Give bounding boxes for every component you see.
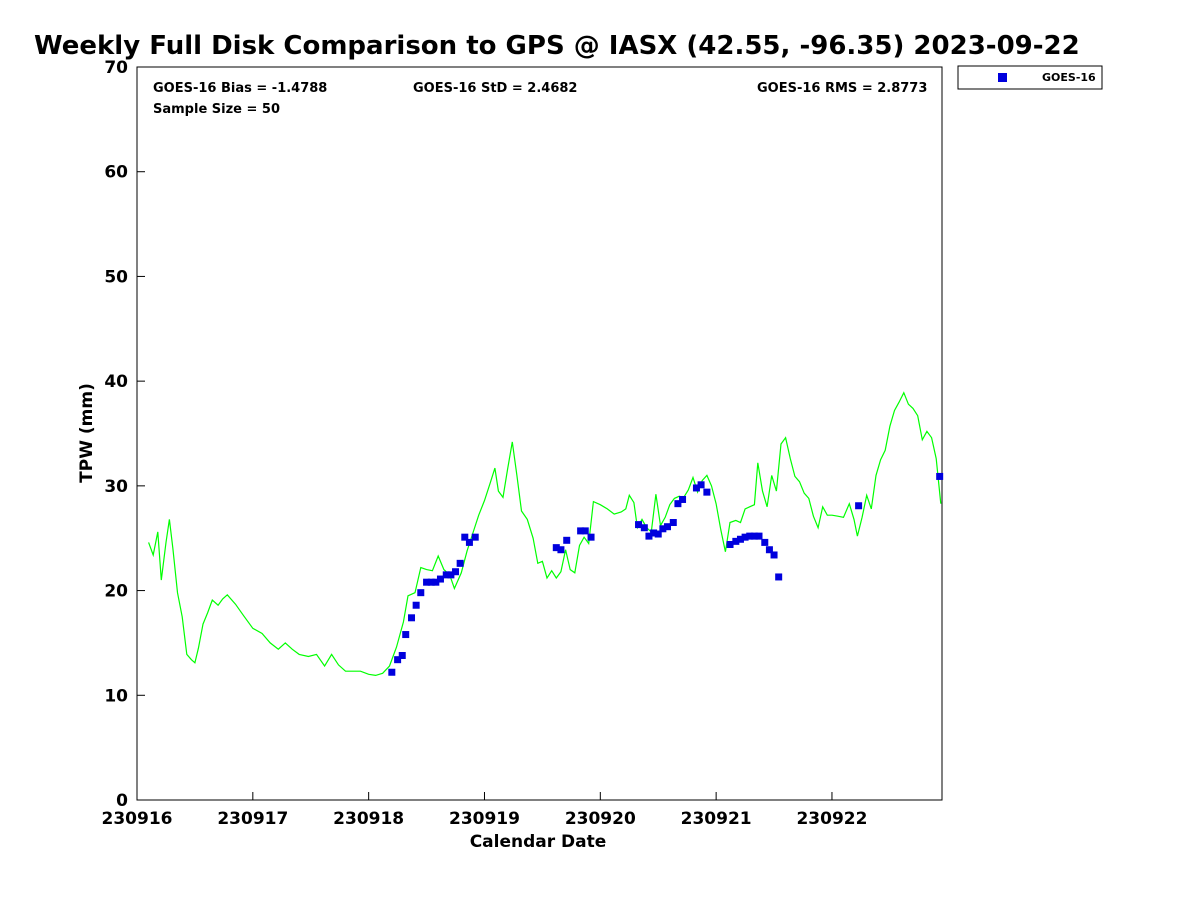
goes16-point — [412, 601, 420, 609]
goes16-point — [635, 521, 643, 529]
chart-title: Weekly Full Disk Comparison to GPS @ IAS… — [34, 31, 1080, 61]
goes16-point — [741, 533, 749, 541]
x-axis-label: Calendar Date — [470, 832, 607, 852]
goes16-point — [442, 571, 450, 579]
goes16-point — [692, 484, 700, 492]
stat-rms: GOES-16 RMS = 2.8773 — [757, 81, 927, 96]
goes16-point — [640, 524, 648, 532]
goes16-point — [674, 500, 682, 508]
goes16-point — [775, 573, 783, 581]
y-tick-label: 70 — [104, 58, 128, 78]
legend-marker-goes16 — [998, 73, 1007, 82]
x-tick-label: 230916 — [102, 809, 173, 829]
goes16-point — [659, 525, 667, 533]
stat-bias: GOES-16 Bias = -1.4788 — [153, 81, 327, 96]
x-tick-label: 230917 — [217, 809, 288, 829]
goes16-point — [679, 495, 687, 503]
goes16-point — [855, 502, 863, 510]
goes16-point — [770, 551, 778, 559]
goes16-point — [750, 532, 758, 540]
goes16-point — [669, 519, 677, 527]
goes16-point — [423, 578, 431, 586]
goes16-point — [471, 533, 479, 541]
x-tick-label: 230920 — [565, 809, 636, 829]
goes16-point — [936, 472, 944, 480]
y-tick-label: 10 — [104, 686, 128, 706]
goes16-point — [654, 530, 662, 538]
x-tick-label: 230922 — [796, 809, 867, 829]
gps-tpw-line — [148, 391, 942, 677]
goes16-point — [577, 527, 585, 535]
goes16-point — [557, 546, 565, 554]
goes16-point — [746, 532, 754, 540]
legend-label-goes16: GOES-16 — [1042, 71, 1096, 84]
goes16-point — [761, 538, 769, 546]
goes16-point — [461, 533, 469, 541]
goes16-point — [645, 532, 653, 540]
goes16-point — [765, 546, 773, 554]
goes16-point — [563, 536, 571, 544]
goes16-point — [650, 529, 658, 537]
y-tick-label: 60 — [104, 163, 128, 183]
x-tick-label: 230919 — [449, 809, 520, 829]
goes16-point — [552, 544, 560, 552]
goes16-point — [726, 540, 734, 548]
goes16-point — [417, 589, 425, 597]
y-axis: 0 10 20 30 40 50 60 70 — [104, 58, 145, 811]
y-tick-label: 20 — [104, 582, 128, 602]
legend-box — [957, 65, 1103, 90]
x-tick-label: 230921 — [681, 809, 752, 829]
goes16-point — [388, 668, 396, 676]
goes16-point — [394, 656, 402, 664]
goes16-point — [581, 527, 589, 535]
goes16-point — [436, 575, 444, 583]
goes16-point — [452, 568, 460, 576]
legend: GOES-16 — [957, 65, 1103, 90]
stat-sample-size: Sample Size = 50 — [153, 102, 280, 117]
goes16-point — [703, 488, 711, 496]
plot-area-frame — [136, 66, 943, 801]
goes16-point — [447, 571, 455, 579]
goes16-point — [432, 578, 440, 586]
goes16-point — [427, 578, 435, 586]
goes16-point — [697, 481, 705, 489]
goes16-point — [663, 523, 671, 531]
y-axis-label: TPW (mm) — [77, 383, 97, 483]
goes16-point — [402, 631, 410, 639]
stat-std: GOES-16 StD = 2.4682 — [413, 81, 577, 96]
goes16-point — [732, 537, 740, 545]
y-tick-label: 50 — [104, 267, 128, 287]
goes16-point — [456, 559, 464, 567]
x-axis: 230916 230917 230918 230919 230920 230921 2309… — [102, 792, 867, 829]
y-tick-label: 30 — [104, 477, 128, 497]
y-tick-label: 40 — [104, 372, 128, 392]
goes16-point — [587, 533, 595, 541]
goes16-point — [398, 651, 406, 659]
goes16-point — [755, 532, 763, 540]
goes16-point — [736, 535, 744, 543]
goes16-point — [408, 614, 416, 622]
goes16-point — [465, 538, 473, 546]
series-layer — [148, 391, 944, 677]
y-tick-label: 0 — [116, 791, 128, 811]
x-tick-label: 230918 — [333, 809, 404, 829]
